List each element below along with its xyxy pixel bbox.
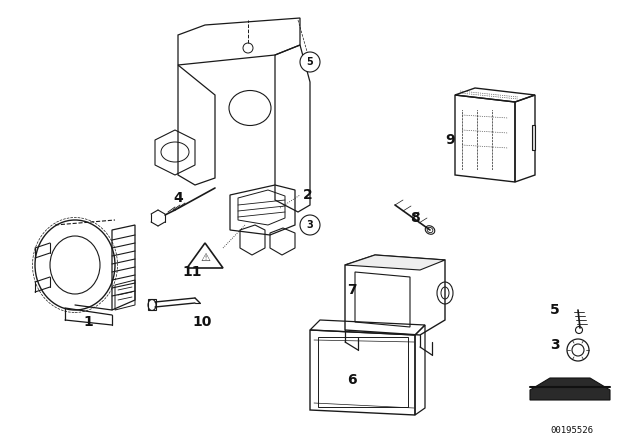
Text: ⚠: ⚠ — [200, 253, 210, 263]
Text: 3: 3 — [550, 338, 560, 352]
Bar — [318, 337, 408, 407]
Text: 5: 5 — [550, 303, 560, 317]
Polygon shape — [345, 255, 445, 270]
Circle shape — [300, 215, 320, 235]
Polygon shape — [532, 125, 535, 150]
Text: 1: 1 — [83, 315, 93, 329]
Text: 4: 4 — [173, 191, 183, 205]
Text: 5: 5 — [307, 57, 314, 67]
Text: 9: 9 — [445, 133, 455, 147]
Text: 10: 10 — [192, 315, 212, 329]
Text: 8: 8 — [410, 211, 420, 225]
Text: 3: 3 — [307, 220, 314, 230]
Text: 6: 6 — [347, 373, 357, 387]
Text: 2: 2 — [303, 188, 313, 202]
Text: 7: 7 — [347, 283, 357, 297]
Circle shape — [300, 52, 320, 72]
Text: 00195526: 00195526 — [550, 426, 593, 435]
Text: 11: 11 — [182, 265, 202, 279]
Polygon shape — [530, 378, 610, 400]
